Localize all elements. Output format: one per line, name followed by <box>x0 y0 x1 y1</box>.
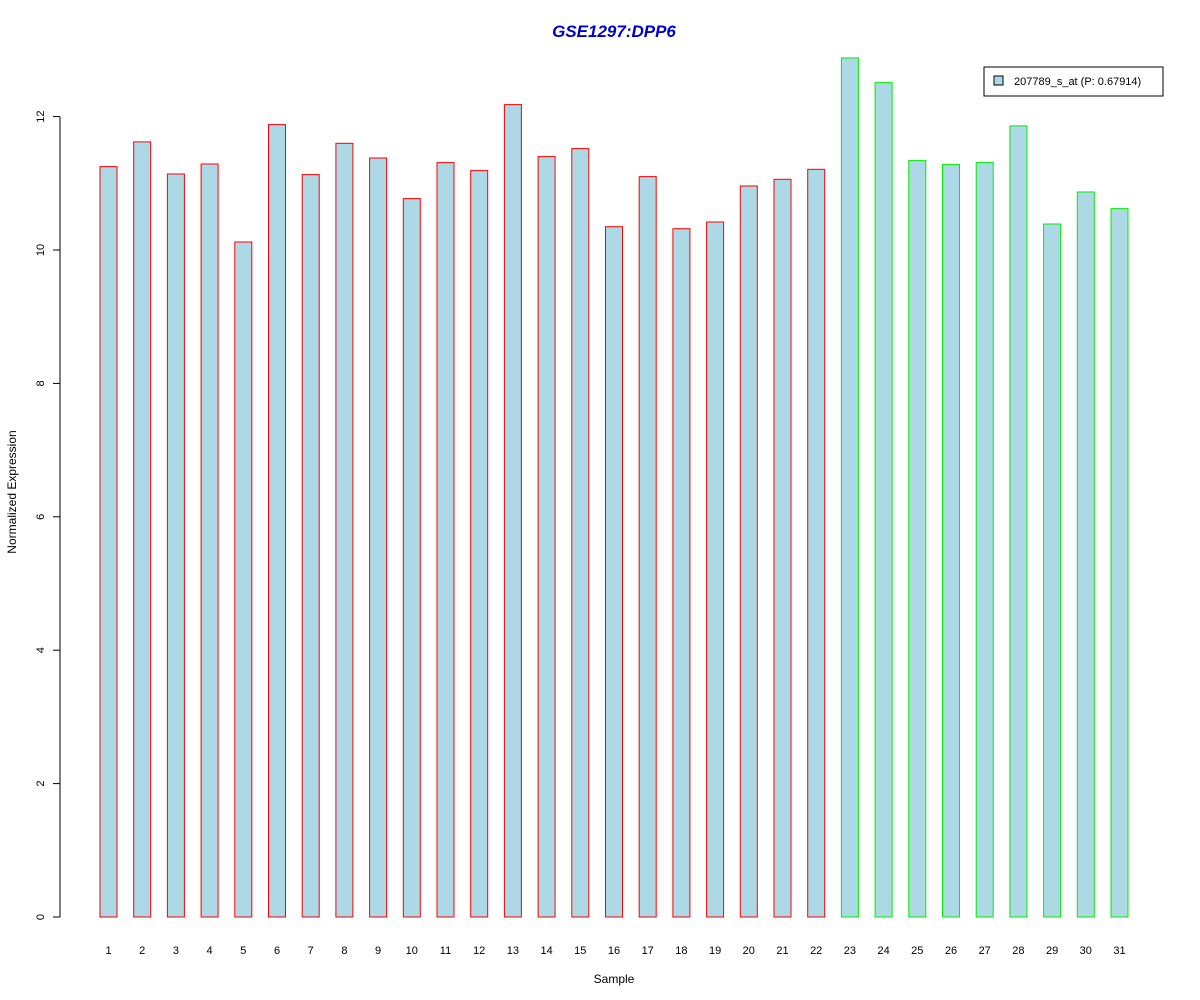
x-tick-label: 31 <box>1113 945 1125 957</box>
bar-sample-16 <box>605 226 623 918</box>
x-tick-label: 7 <box>308 945 314 957</box>
x-tick-label: 15 <box>574 945 586 957</box>
bar-sample-1 <box>99 166 118 918</box>
x-axis-tick-labels: 1 2 3 4 5 6 7 8 9 10 11 12 13 14 15 16 17 18 19 20 21 22 23 24 2… <box>105 945 1125 957</box>
y-tick-label: 4 <box>35 647 47 653</box>
x-tick-label: 11 <box>440 945 451 957</box>
x-tick-label: 14 <box>540 945 552 957</box>
bar-sample-3 <box>166 173 185 918</box>
bar-sample-25 <box>908 160 927 918</box>
x-tick-label: 19 <box>709 945 721 957</box>
bar-sample-30 <box>1076 191 1095 918</box>
legend-swatch <box>993 75 1004 86</box>
bar-sample-15 <box>571 148 590 918</box>
y-tick-label: 12 <box>35 110 47 122</box>
x-tick-label: 27 <box>979 945 991 957</box>
y-tick-label: 0 <box>35 914 47 920</box>
bar-sample-12 <box>470 170 489 918</box>
x-tick-label: 25 <box>911 945 923 957</box>
bar-sample-21 <box>773 178 792 918</box>
y-tick-label: 2 <box>35 781 47 787</box>
x-tick-label: 16 <box>608 945 620 957</box>
bar-sample-11 <box>436 162 455 918</box>
bar-sample-31 <box>1110 208 1129 918</box>
bar-sample-29 <box>1043 223 1062 918</box>
x-tick-label: 18 <box>675 945 687 957</box>
x-tick-label: 13 <box>507 945 519 957</box>
y-axis: 0 2 4 6 8 10 12 <box>35 110 61 920</box>
bar-sample-13 <box>503 104 522 918</box>
y-tick-label: 8 <box>35 380 47 386</box>
x-tick-label: 12 <box>473 945 485 957</box>
y-tick-label: 6 <box>35 514 47 520</box>
x-tick-label: 8 <box>341 945 347 957</box>
x-tick-label: 3 <box>173 945 179 957</box>
x-tick-label: 1 <box>105 945 111 957</box>
x-tick-label: 22 <box>810 945 822 957</box>
x-tick-label: 26 <box>945 945 957 957</box>
bar-sample-6 <box>268 124 286 918</box>
bar-sample-26 <box>942 164 960 918</box>
bar-sample-19 <box>706 221 725 918</box>
x-axis-title: Sample <box>594 972 635 986</box>
bar-sample-20 <box>739 185 758 918</box>
legend-box <box>983 66 1164 97</box>
bar-sample-23 <box>840 57 859 918</box>
x-tick-label: 29 <box>1046 945 1058 957</box>
x-tick-label: 2 <box>139 945 145 957</box>
x-tick-label: 30 <box>1080 945 1092 957</box>
bar-sample-10 <box>402 198 421 918</box>
x-tick-label: 23 <box>844 945 856 957</box>
bar-sample-2 <box>133 141 152 918</box>
bar-sample-4 <box>200 163 219 918</box>
x-tick-label: 10 <box>406 945 418 957</box>
bar-sample-28 <box>1009 125 1028 918</box>
bar-sample-27 <box>975 162 994 918</box>
x-tick-label: 4 <box>207 945 213 957</box>
x-tick-label: 24 <box>877 945 889 957</box>
bar-sample-5 <box>234 241 253 918</box>
bar-sample-24 <box>874 82 893 918</box>
x-tick-label: 28 <box>1012 945 1024 957</box>
x-tick-label: 17 <box>642 945 654 957</box>
bar-sample-7 <box>301 174 320 918</box>
y-tick-label: 10 <box>35 244 47 256</box>
bar-sample-17 <box>638 176 657 918</box>
bar-sample-9 <box>369 157 388 918</box>
legend: 207789_s_at (P: 0.67914) <box>983 66 1164 97</box>
x-tick-label: 21 <box>776 945 788 957</box>
x-tick-label: 6 <box>274 945 280 957</box>
bars <box>99 57 1129 918</box>
bar-sample-8 <box>335 142 354 918</box>
y-axis-title: Normalized Expression <box>5 430 19 553</box>
x-tick-label: 9 <box>375 945 381 957</box>
bar-sample-22 <box>807 168 826 918</box>
x-tick-label: 20 <box>743 945 755 957</box>
bar-sample-18 <box>672 228 691 918</box>
bar-sample-14 <box>537 156 556 918</box>
x-tick-label: 5 <box>240 945 246 957</box>
chart-title: GSE1297:DPP6 <box>552 22 676 41</box>
legend-label: 207789_s_at (P: 0.67914) <box>1014 76 1141 88</box>
